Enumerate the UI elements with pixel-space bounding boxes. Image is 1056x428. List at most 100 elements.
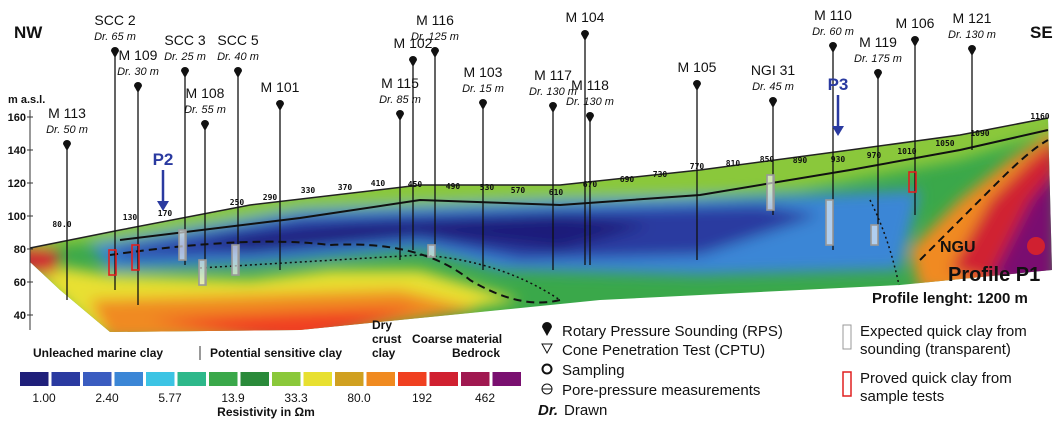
y-tick-label: 120 — [8, 178, 26, 190]
legend-text: Pore-pressure measurements — [562, 382, 760, 399]
borehole-name: SCC 3 — [164, 32, 205, 48]
distance-label: 1010 — [897, 147, 916, 156]
borehole-drawn: Dr. 175 m — [854, 53, 902, 65]
unit-label: Bedrock — [452, 346, 500, 360]
borehole-drawn: Dr. 125 m — [411, 31, 459, 43]
borehole-drawn: Dr. 25 m — [164, 51, 206, 63]
distance-label: 410 — [371, 179, 386, 188]
y-tick-label: 60 — [14, 277, 26, 289]
borehole-name: M 116 — [416, 12, 454, 28]
borehole-drawn: Dr. 130 m — [948, 29, 996, 41]
rps-symbol — [874, 69, 882, 80]
borehole-drawn: Dr. 30 m — [117, 66, 159, 78]
y-tick-label: 80 — [14, 244, 26, 256]
profile-title: Profile P1 — [948, 264, 1040, 286]
rps-symbol — [581, 30, 589, 41]
rps-symbol — [769, 97, 777, 108]
distance-label: 80.0 — [52, 220, 71, 229]
borehole-drawn: Dr. 60 m — [812, 26, 854, 38]
distance-label: 730 — [653, 170, 668, 179]
distance-label: 570 — [511, 186, 526, 195]
borehole-name: M 119 — [859, 34, 897, 50]
rps-symbol — [693, 80, 701, 91]
distance-label: 1160 — [1030, 112, 1049, 121]
expected-icon — [843, 325, 851, 349]
scale-label: 13.9 — [221, 391, 245, 405]
legend-text: Sampling — [562, 362, 625, 379]
borehole-drawn: Dr. 65 m — [94, 31, 136, 43]
rps-icon — [542, 322, 552, 336]
scale-label: 33.3 — [284, 391, 308, 405]
borehole-name: M 110 — [814, 7, 852, 23]
legend-text: sample tests — [860, 388, 944, 405]
scale-swatch — [241, 372, 270, 386]
rps-symbol — [63, 140, 71, 151]
se-label: SE — [1030, 23, 1053, 42]
profile-figure: NW SE m a.s.l. NGU Profile P1 Profile le… — [0, 0, 1056, 423]
quick-clay-box — [826, 200, 833, 245]
scale-swatch — [461, 372, 490, 386]
rps-symbol — [968, 45, 976, 56]
legend-text: Dr. — [538, 402, 558, 419]
rps-symbol — [181, 67, 189, 78]
borehole-drawn: Dr. 40 m — [217, 51, 259, 63]
quick-clay-box — [871, 225, 878, 245]
scale-label: 5.77 — [158, 391, 182, 405]
cptu-icon — [542, 344, 552, 353]
borehole-name: M 108 — [186, 85, 225, 101]
quick-clay-box — [232, 245, 239, 275]
profile-marker: P3 — [828, 75, 849, 94]
distance-label: 370 — [338, 183, 353, 192]
borehole-drawn: Dr. 130 m — [566, 96, 614, 108]
distance-label: 1090 — [970, 129, 989, 138]
unit-label: Potential sensitive clay — [210, 346, 342, 360]
scale-swatch — [115, 372, 144, 386]
rps-symbol — [396, 110, 404, 121]
borehole-name: M 103 — [464, 64, 503, 80]
legend-text: Proved quick clay from — [860, 370, 1012, 387]
rps-symbol — [234, 67, 242, 78]
rps-symbol — [586, 112, 594, 123]
rps-symbol — [829, 42, 837, 53]
distance-label: 850 — [760, 155, 775, 164]
legend-text: Expected quick clay from — [860, 323, 1027, 340]
scale-swatch — [83, 372, 112, 386]
distance-label: 130 — [123, 213, 138, 222]
unit-label: Unleached marine clay — [33, 346, 163, 360]
borehole-name: M 105 — [678, 59, 717, 75]
distance-label: 490 — [446, 182, 461, 191]
distance-label: 250 — [230, 198, 245, 207]
distance-label: 810 — [726, 159, 741, 168]
profile-marker: P2 — [153, 150, 174, 169]
y-tick-label: 140 — [8, 145, 26, 157]
quick-clay-box — [179, 230, 186, 260]
rps-symbol — [134, 82, 142, 93]
logo: NGU — [940, 239, 976, 256]
borehole-drawn: Dr. 15 m — [462, 83, 504, 95]
borehole-name: NGI 31 — [751, 62, 796, 78]
scale-swatch — [398, 372, 427, 386]
profile-length: Profile lenght: 1200 m — [872, 290, 1028, 307]
rps-symbol — [276, 100, 284, 111]
borehole-name: M 113 — [48, 105, 86, 121]
distance-label: 450 — [408, 180, 423, 189]
unit-label: Coarse material — [412, 332, 502, 346]
distance-label: 330 — [301, 186, 316, 195]
scale-swatch — [178, 372, 207, 386]
distance-label: 1050 — [935, 139, 954, 148]
rps-symbol — [549, 102, 557, 113]
scale-swatch — [304, 372, 333, 386]
quick-clay-box — [199, 260, 206, 285]
distance-label: 170 — [158, 209, 173, 218]
scale-label: 462 — [475, 391, 495, 405]
scale-swatch — [146, 372, 175, 386]
scale-label: 80.0 — [347, 391, 371, 405]
y-tick-label: 160 — [8, 112, 26, 124]
rps-symbol — [201, 120, 209, 131]
unit-label: crust — [372, 332, 401, 346]
y-tick-label: 100 — [8, 211, 26, 223]
borehole-name: M 117 — [534, 67, 572, 83]
rps-symbol — [409, 56, 417, 67]
borehole-name: M 101 — [261, 79, 300, 95]
scale-swatch — [493, 372, 522, 386]
